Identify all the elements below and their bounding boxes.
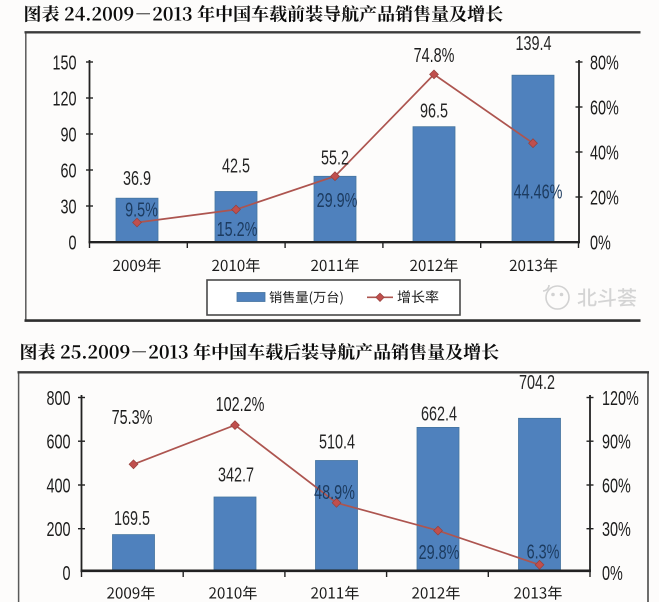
svg-text:29.8%: 29.8%	[419, 541, 460, 564]
svg-text:150: 150	[52, 51, 76, 74]
svg-text:29.9%: 29.9%	[317, 189, 358, 212]
svg-text:30%: 30%	[602, 518, 631, 541]
svg-text:20%: 20%	[590, 186, 619, 209]
svg-text:800: 800	[46, 386, 70, 409]
svg-text:44.46%: 44.46%	[514, 180, 563, 203]
svg-text:200: 200	[46, 518, 70, 541]
svg-text:0%: 0%	[590, 231, 611, 254]
svg-text:0: 0	[62, 561, 70, 584]
svg-text:120: 120	[52, 87, 76, 110]
svg-text:342.7: 342.7	[218, 463, 254, 486]
svg-text:36.9: 36.9	[123, 166, 151, 189]
svg-text:60: 60	[60, 159, 76, 182]
svg-text:120%: 120%	[602, 386, 639, 409]
svg-text:139.4: 139.4	[516, 31, 552, 54]
svg-text:55.2: 55.2	[321, 146, 349, 169]
svg-text:102.2%: 102.2%	[216, 392, 265, 415]
svg-text:15.2%: 15.2%	[217, 218, 258, 241]
svg-text:600: 600	[46, 430, 70, 453]
svg-text:0%: 0%	[602, 561, 623, 584]
svg-text:90: 90	[60, 123, 76, 146]
svg-text:9.5%: 9.5%	[125, 198, 158, 221]
svg-text:6.3%: 6.3%	[527, 540, 560, 563]
svg-text:96.5: 96.5	[420, 99, 448, 122]
svg-text:75.3%: 75.3%	[112, 405, 153, 428]
svg-text:0: 0	[68, 231, 76, 254]
svg-text:40%: 40%	[590, 141, 619, 164]
svg-text:169.5: 169.5	[114, 506, 150, 529]
svg-text:60%: 60%	[602, 474, 631, 497]
svg-text:704.2: 704.2	[519, 370, 555, 393]
svg-text:42.5: 42.5	[222, 154, 250, 177]
svg-text:510.4: 510.4	[319, 430, 355, 453]
svg-text:80%: 80%	[590, 51, 619, 74]
svg-text:662.4: 662.4	[421, 402, 457, 425]
svg-text:400: 400	[46, 474, 70, 497]
svg-text:74.8%: 74.8%	[414, 43, 455, 66]
svg-text:30: 30	[60, 195, 76, 218]
svg-text:60%: 60%	[590, 96, 619, 119]
svg-text:48.9%: 48.9%	[314, 480, 355, 503]
svg-text:90%: 90%	[602, 430, 631, 453]
